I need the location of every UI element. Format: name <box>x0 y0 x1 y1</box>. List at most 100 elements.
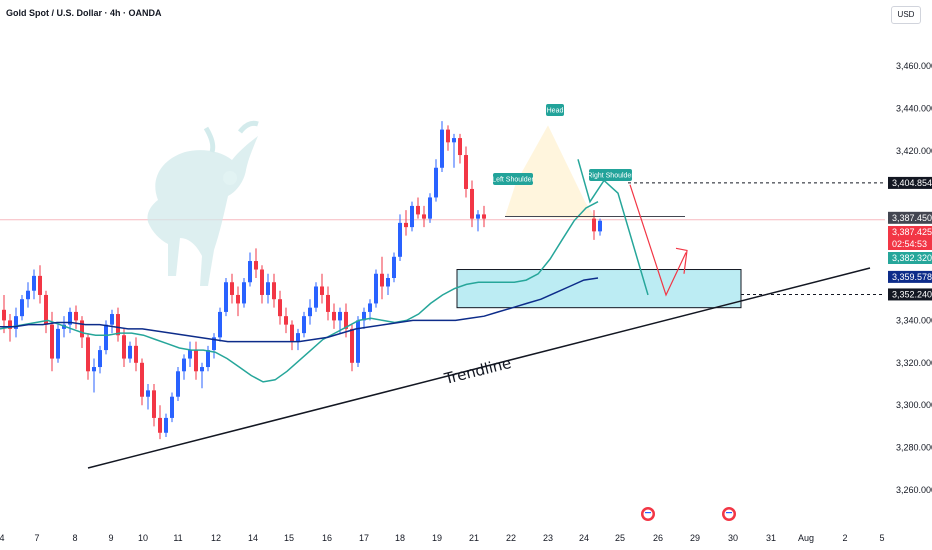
candle-body <box>86 337 90 372</box>
candle-body <box>116 314 120 336</box>
candle-body <box>206 350 210 368</box>
annotation-badge <box>546 104 564 116</box>
background-layer <box>147 120 259 286</box>
price-label-box <box>888 288 932 301</box>
price-label-box <box>888 238 932 250</box>
candle-body <box>188 350 192 359</box>
time-tick-label: 18 <box>395 533 405 543</box>
candle-body <box>278 299 282 317</box>
candle-body <box>140 362 144 397</box>
currency-selector[interactable]: USD <box>891 6 921 24</box>
price-label-text: 3,352.240 <box>892 289 932 299</box>
candle-body <box>404 222 408 228</box>
time-tick-label: 15 <box>284 533 294 543</box>
candle-body <box>254 261 258 270</box>
candle-body <box>92 367 96 372</box>
time-tick-label: 31 <box>766 533 776 543</box>
candle-body <box>134 345 138 363</box>
scenario-arrow <box>629 184 687 297</box>
time-tick-label: 2 <box>842 533 847 543</box>
trendline-label: Trendline <box>442 354 513 388</box>
price-tick-label: 3,340.000 <box>896 315 932 325</box>
candle-body <box>56 328 60 359</box>
candle-body <box>398 222 402 257</box>
candle-body <box>218 311 222 338</box>
annotation-badge <box>589 169 632 181</box>
candle-body <box>314 286 318 308</box>
time-tick-label: 12 <box>211 533 221 543</box>
head-shoulders-fill <box>505 125 596 219</box>
time-tick-label: 24 <box>579 533 589 543</box>
candle-body <box>110 314 114 325</box>
price-tick-label: 3,260.000 <box>896 485 932 495</box>
time-tick-label: 4 <box>0 533 5 543</box>
price-label-box <box>888 211 932 224</box>
time-tick-label: Aug <box>798 533 814 543</box>
price-tick-label: 3,300.000 <box>896 400 932 410</box>
candle-body <box>104 324 108 351</box>
candle-body <box>350 328 354 363</box>
candle-body <box>44 294 48 325</box>
candle-body <box>356 320 360 363</box>
candle-body <box>236 294 240 304</box>
candle-body <box>158 417 162 433</box>
candle-body <box>458 138 462 156</box>
candle-body <box>128 345 132 359</box>
candle-body <box>194 350 198 372</box>
candle-body <box>386 278 390 287</box>
candle-body <box>74 311 78 321</box>
price-label-box <box>888 226 932 238</box>
price-label-text: 3,387.425 <box>892 227 932 237</box>
candle-body <box>470 188 474 219</box>
candle-body <box>416 205 420 215</box>
candle-body <box>146 390 150 397</box>
time-tick-label: 23 <box>543 533 553 543</box>
price-label-text: 3,382.320 <box>892 253 932 263</box>
candle-body <box>362 311 366 321</box>
scenario-arrowhead <box>675 247 688 274</box>
price-label-text: 3,404.854 <box>892 178 932 188</box>
time-axis: 4 7 8 9 10 11 12 14 15 16 17 18 19 21 22 23 24 25 26 29 30 31… <box>0 507 885 543</box>
candle-body <box>380 273 384 287</box>
candle-body <box>344 311 348 329</box>
demand-zone <box>456 269 742 309</box>
candle-body <box>434 167 438 198</box>
candle-body <box>446 129 450 143</box>
time-tick-label: 26 <box>653 533 663 543</box>
candle-body <box>242 282 246 304</box>
time-tick-label: 7 <box>34 533 39 543</box>
price-label-box <box>888 270 932 283</box>
zone-layer <box>456 125 742 309</box>
ema-fast-line <box>0 201 599 383</box>
price-label-text: 3,359.578 <box>892 272 932 282</box>
candle-body <box>482 214 486 219</box>
price-tick-label: 3,320.000 <box>896 358 932 368</box>
price-label-text: 3,387.450 <box>892 213 932 223</box>
candle-body <box>68 311 72 325</box>
candle-body <box>26 290 30 300</box>
candle-body <box>476 214 480 219</box>
time-tick-label: 21 <box>469 533 479 543</box>
chart-title: Gold Spot / U.S. Dollar · 4h · OANDA <box>6 8 162 18</box>
time-tick-label: 10 <box>138 533 148 543</box>
annotation-label: Right Shoulder <box>587 173 634 180</box>
candle-body <box>80 320 84 338</box>
flag-icon <box>643 509 653 519</box>
candle-body <box>296 333 300 342</box>
candle-body <box>302 316 306 334</box>
candle-body <box>248 261 252 283</box>
candle-body <box>14 316 18 329</box>
candle-body <box>326 294 330 312</box>
time-tick-label: 29 <box>690 533 700 543</box>
candle-body <box>290 324 294 342</box>
flag-stripe <box>726 512 732 514</box>
bull-watermark <box>147 120 259 286</box>
candle-body <box>32 275 36 291</box>
price-tick-label: 3,440.000 <box>896 103 932 113</box>
time-tick-label: 16 <box>322 533 332 543</box>
candle-body <box>320 286 324 295</box>
candle-body <box>98 350 102 368</box>
time-tick-label: 17 <box>359 533 369 543</box>
candle-body <box>422 214 426 219</box>
